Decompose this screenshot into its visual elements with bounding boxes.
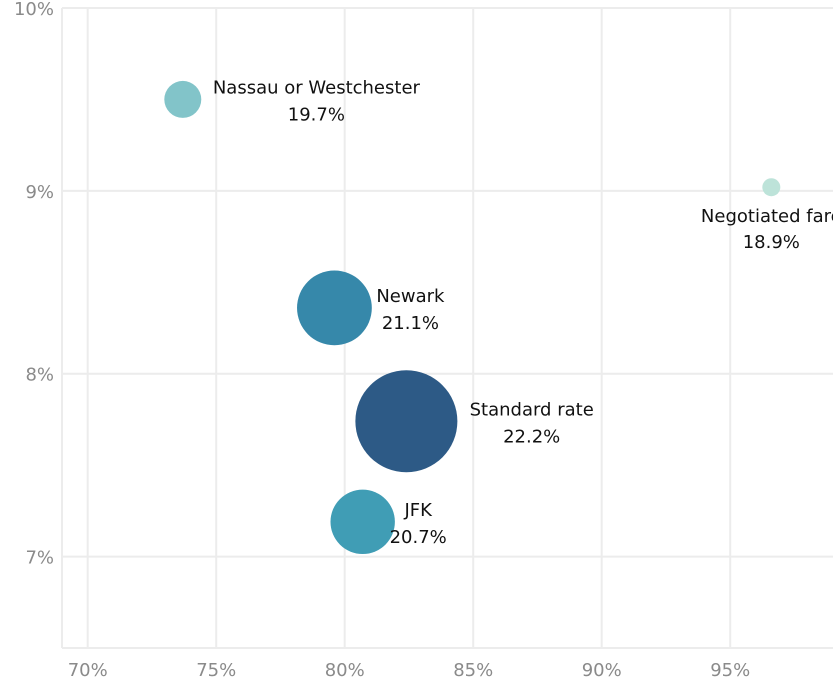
- bubble-standard-rate[interactable]: [355, 370, 458, 473]
- x-tick-label: 75%: [196, 660, 236, 681]
- y-tick-label: 8%: [25, 365, 54, 386]
- x-tick-label: 85%: [453, 660, 493, 681]
- y-tick-label: 9%: [25, 182, 54, 203]
- bubble-name-label: Newark: [376, 286, 445, 307]
- bubble-value-label: 18.9%: [743, 232, 800, 253]
- bubble-name-label: Nassau or Westchester: [213, 77, 421, 98]
- bubble-negotiated-fare[interactable]: [762, 178, 781, 197]
- bubble-nassau-or-westchester[interactable]: [164, 80, 202, 118]
- y-tick-label: 10%: [14, 0, 54, 20]
- bubble-value-label: 21.1%: [382, 313, 439, 334]
- bubble-newark[interactable]: [297, 270, 372, 346]
- axes: 70% 75% 80% 85% 90% 95% 7% 8% 9% 10%: [14, 0, 833, 681]
- x-tick-label: 90%: [582, 660, 622, 681]
- x-tick-label: 70%: [68, 660, 108, 681]
- bubble-value-label: 20.7%: [390, 527, 447, 548]
- bubble-value-label: 22.2%: [503, 426, 560, 447]
- bubble-labels: Nassau or Westchester 19.7% Negotiated far…: [213, 77, 833, 547]
- y-tick-label: 7%: [25, 548, 54, 569]
- bubble-name-label: Standard rate: [470, 399, 594, 420]
- bubble-name-label: Negotiated fare: [701, 206, 833, 227]
- x-tick-label: 80%: [325, 660, 365, 681]
- bubble-jfk[interactable]: [330, 489, 395, 555]
- gridlines: [62, 7, 833, 648]
- bubble-name-label: JFK: [403, 500, 433, 521]
- bubbles: [164, 80, 781, 555]
- bubble-value-label: 19.7%: [288, 104, 345, 125]
- x-tick-label: 95%: [710, 660, 750, 681]
